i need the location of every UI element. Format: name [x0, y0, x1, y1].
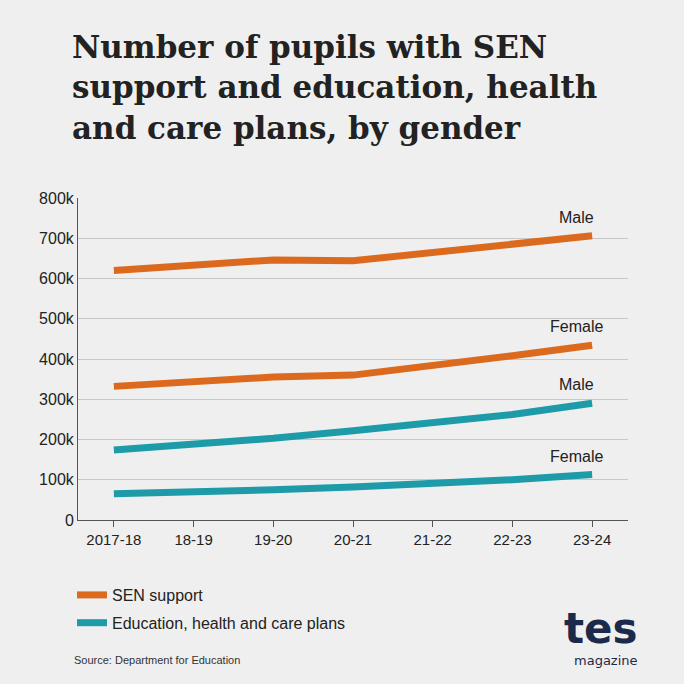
- svg-text:2017-18: 2017-18: [86, 531, 141, 548]
- svg-text:500k: 500k: [39, 310, 75, 327]
- svg-text:600k: 600k: [39, 270, 75, 287]
- svg-text:300k: 300k: [39, 391, 75, 408]
- svg-text:Female: Female: [550, 318, 603, 335]
- svg-text:400k: 400k: [39, 351, 75, 368]
- svg-text:700k: 700k: [39, 230, 75, 247]
- svg-text:800k: 800k: [39, 190, 75, 207]
- svg-text:20-21: 20-21: [334, 531, 372, 548]
- svg-text:Male: Male: [559, 376, 594, 393]
- svg-text:200k: 200k: [39, 431, 75, 448]
- svg-text:19-20: 19-20: [254, 531, 292, 548]
- svg-text:Female: Female: [550, 448, 603, 465]
- svg-text:22-23: 22-23: [493, 531, 531, 548]
- svg-text:0: 0: [65, 512, 74, 529]
- svg-text:23-24: 23-24: [573, 531, 611, 548]
- svg-text:18-19: 18-19: [174, 531, 212, 548]
- svg-text:Male: Male: [559, 209, 594, 226]
- svg-text:21-22: 21-22: [414, 531, 452, 548]
- svg-text:SEN support: SEN support: [112, 587, 203, 604]
- svg-text:100k: 100k: [39, 471, 75, 488]
- svg-text:magazine: magazine: [574, 653, 638, 668]
- svg-text:Number of pupils with SENsuppo: Number of pupils with SENsupport and edu…: [72, 29, 597, 146]
- svg-text:Source: Department for Educati: Source: Department for Education: [74, 654, 240, 666]
- svg-text:tes: tes: [564, 604, 638, 653]
- svg-text:Education, health and care pla: Education, health and care plans: [112, 615, 345, 632]
